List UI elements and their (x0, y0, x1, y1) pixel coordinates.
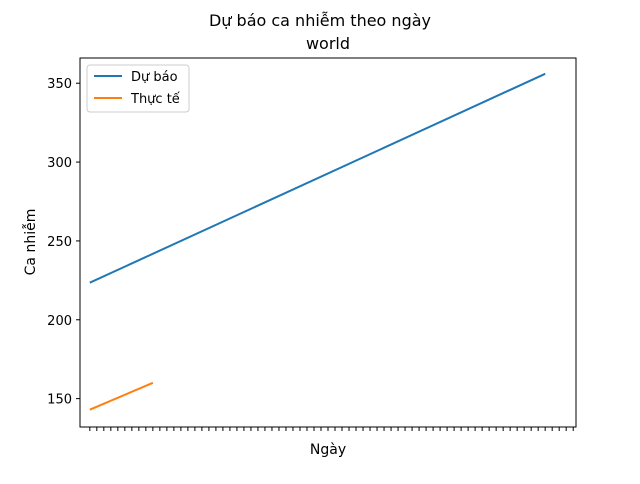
y-tick-label: 350 (47, 77, 72, 92)
chart-subtitle: world (306, 34, 350, 53)
y-tick-label: 300 (47, 156, 72, 171)
y-tick-label: 250 (47, 235, 72, 250)
y-tick-label: 200 (47, 314, 72, 329)
legend-label-du-bao: Dự báo (131, 70, 178, 85)
legend-label-thuc-te: Thực tế (130, 92, 180, 107)
series-line-0 (89, 72, 546, 284)
plot-frame (79, 57, 577, 428)
x-axis-label: Ngày (310, 442, 346, 458)
legend: Dự báo Thực tế (86, 64, 190, 113)
x-axis-ticks (89, 427, 574, 431)
y-axis-ticks: 150 200 250 300 350 (47, 77, 80, 408)
y-tick-label: 150 (47, 393, 72, 408)
y-axis-label: Ca nhiễm (22, 209, 39, 276)
series-layer (89, 72, 546, 411)
chart-title: Dự báo ca nhiễm theo ngày (209, 11, 431, 30)
series-line-1 (89, 381, 154, 411)
